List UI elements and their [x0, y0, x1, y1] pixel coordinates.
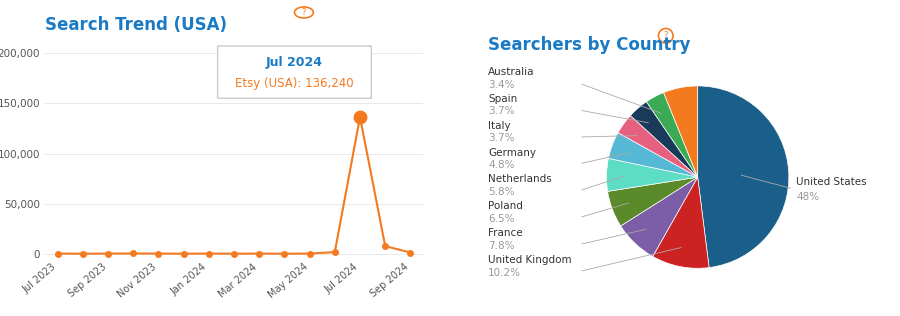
Text: 3.7%: 3.7%	[488, 133, 515, 143]
Text: 5.8%: 5.8%	[488, 187, 515, 197]
Text: United States: United States	[796, 177, 867, 187]
Wedge shape	[618, 116, 698, 177]
Text: United Kingdom: United Kingdom	[488, 255, 572, 265]
Text: ?: ?	[663, 31, 668, 40]
Text: France: France	[488, 228, 523, 238]
FancyBboxPatch shape	[218, 46, 372, 98]
Wedge shape	[608, 133, 698, 177]
Text: Jul 2024: Jul 2024	[266, 56, 323, 69]
Text: ?: ?	[302, 8, 306, 17]
Text: Etsy (USA): 136,240: Etsy (USA): 136,240	[235, 77, 354, 90]
Text: 7.8%: 7.8%	[488, 241, 515, 251]
Text: Search Trend (USA): Search Trend (USA)	[45, 16, 227, 34]
Wedge shape	[607, 158, 698, 191]
Text: 4.8%: 4.8%	[488, 160, 515, 170]
Wedge shape	[652, 177, 709, 268]
Text: Netherlands: Netherlands	[488, 174, 552, 185]
Text: Spain: Spain	[488, 94, 517, 104]
Text: 3.7%: 3.7%	[488, 106, 515, 117]
Text: Searchers by Country: Searchers by Country	[488, 36, 690, 54]
Wedge shape	[663, 86, 698, 177]
Text: 48%: 48%	[796, 192, 819, 202]
Wedge shape	[608, 177, 698, 226]
Text: Australia: Australia	[488, 67, 535, 77]
Text: 10.2%: 10.2%	[488, 268, 521, 278]
Wedge shape	[646, 93, 698, 177]
Wedge shape	[698, 86, 788, 268]
Text: 6.5%: 6.5%	[488, 214, 515, 224]
Text: 3.4%: 3.4%	[488, 80, 515, 90]
Text: Italy: Italy	[488, 121, 510, 131]
Text: Poland: Poland	[488, 201, 523, 211]
Wedge shape	[621, 177, 698, 257]
Wedge shape	[630, 102, 698, 177]
Text: Germany: Germany	[488, 148, 536, 157]
